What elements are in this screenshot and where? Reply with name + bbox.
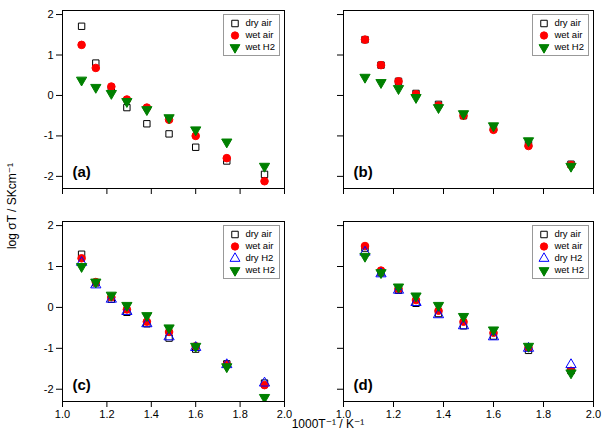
html-text:wet H2: wet H2 [554,264,584,275]
html-text:dry air: dry air [245,17,272,28]
html-text:wet H2: wet H2 [245,264,275,275]
html-text:dry H2: dry H2 [245,252,274,263]
svg-text:(c): (c) [73,376,91,393]
html-text:wet air: wet air [554,240,583,251]
html-text:wet H2: wet H2 [554,41,584,52]
svg-text:0: 0 [47,301,53,313]
svg-text:1: 1 [47,49,53,61]
svg-text:1.2: 1.2 [386,408,401,420]
svg-text:1.8: 1.8 [536,408,551,420]
svg-text:1.8: 1.8 [232,408,247,420]
html-text:1000T⁻¹ / K⁻¹: 1000T⁻¹ / K⁻¹ [291,417,365,431]
svg-text:(b): (b) [354,163,373,180]
html-text:wet H2: wet H2 [245,41,275,52]
svg-text:2: 2 [47,8,53,20]
svg-text:1.0: 1.0 [55,408,70,420]
svg-text:0: 0 [47,89,53,101]
html-text:wet air: wet air [554,29,583,40]
html-text:log σT / SKcm⁻¹: log σT / SKcm⁻¹ [5,162,19,250]
svg-text:2: 2 [47,219,53,231]
svg-text:(a): (a) [73,163,91,180]
svg-text:-1: -1 [44,129,54,141]
svg-text:1.6: 1.6 [188,408,203,420]
svg-text:-2: -2 [44,383,54,395]
html-text:wet air: wet air [245,240,274,251]
svg-text:2.0: 2.0 [277,408,292,420]
html-text:wet air: wet air [245,29,274,40]
html-text:dry air: dry air [554,17,581,28]
svg-text:-2: -2 [44,170,54,182]
svg-text:1.4: 1.4 [144,408,159,420]
svg-text:1.2: 1.2 [99,408,114,420]
html-text:dry H2: dry H2 [554,252,583,263]
svg-text:-1: -1 [44,342,54,354]
svg-text:(d): (d) [354,376,373,393]
html-text:dry air: dry air [554,228,581,239]
svg-text:2.0: 2.0 [586,408,601,420]
svg-text:1.4: 1.4 [436,408,451,420]
svg-text:1: 1 [47,260,53,272]
html-text:dry air: dry air [245,228,272,239]
svg-text:1.6: 1.6 [486,408,501,420]
svg-text:1.0: 1.0 [336,408,351,420]
